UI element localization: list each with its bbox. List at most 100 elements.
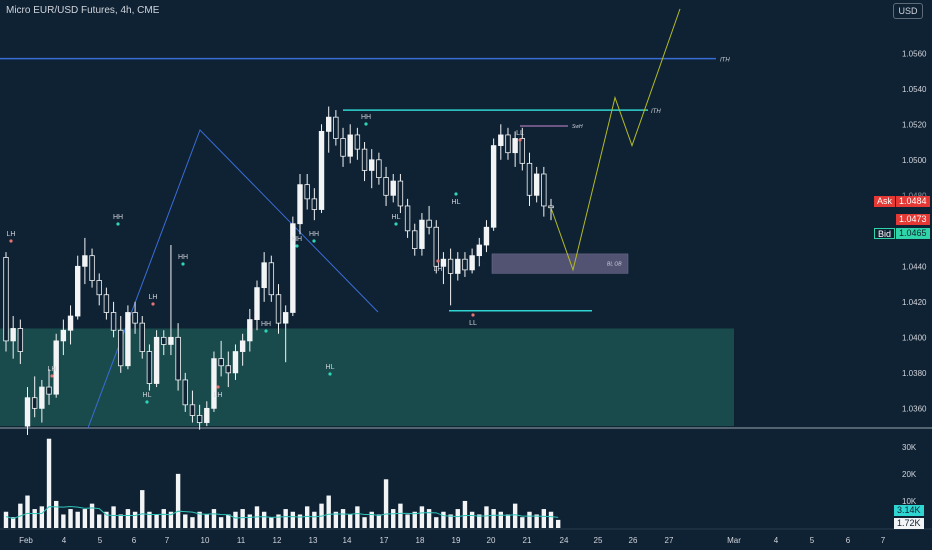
structure-label: HL	[326, 364, 335, 371]
candle-body	[361, 148, 368, 171]
candle-body	[469, 255, 475, 271]
candle-body	[354, 134, 361, 150]
candle-body	[297, 184, 303, 225]
time-tick: 7	[165, 536, 170, 545]
volume-bar	[175, 473, 181, 528]
candle-body	[196, 415, 203, 423]
price-tick: 1.0480	[902, 191, 927, 200]
volume-bar	[290, 511, 296, 528]
swh-label: SwH	[572, 124, 583, 130]
structure-dot	[328, 372, 332, 376]
time-tick: 4	[774, 536, 779, 545]
volume-ma-tag: 1.72K	[894, 518, 924, 529]
volume-bar	[154, 514, 159, 528]
price-tick: 1.0400	[902, 333, 927, 342]
volume-bar	[333, 511, 339, 528]
time-tick: Mar	[727, 536, 741, 545]
volume-bar	[348, 514, 353, 528]
volume-bar	[183, 514, 188, 528]
volume-bar	[140, 490, 145, 528]
candle-body	[548, 205, 554, 209]
candle-body	[261, 262, 267, 289]
candle-body	[10, 328, 16, 342]
volume-bar	[283, 509, 288, 528]
volume-bar	[218, 517, 224, 528]
structure-dot	[151, 302, 155, 306]
candle-body	[24, 397, 31, 427]
price-tick: 1.0500	[902, 156, 927, 165]
volume-bar	[125, 509, 131, 528]
candle-body	[290, 223, 296, 313]
volume-bar	[25, 495, 30, 528]
volume-bar	[477, 514, 482, 528]
time-tick: 6	[132, 536, 137, 545]
volume-bar	[226, 514, 231, 528]
candle-body	[447, 258, 454, 274]
candle-body	[390, 180, 396, 196]
volume-bar	[534, 514, 539, 528]
volume-bar	[297, 514, 303, 528]
projection-path	[550, 8, 681, 272]
volume-bar	[53, 500, 59, 528]
candle-body	[31, 397, 38, 409]
candle-body	[60, 329, 67, 342]
currency-button[interactable]: USD	[893, 3, 923, 19]
candle-body	[340, 138, 346, 157]
candle-body	[369, 159, 375, 171]
candle-body	[175, 336, 181, 381]
volume-bar	[261, 511, 267, 528]
candle-body	[490, 145, 497, 228]
volume-bar	[412, 511, 417, 528]
volume-bar	[426, 509, 432, 528]
ask-price: 1.0484	[896, 196, 930, 207]
time-tick: 14	[343, 536, 352, 545]
last-price: 1.0473	[896, 214, 930, 225]
time-tick: 6	[846, 536, 851, 545]
time-tick: 5	[810, 536, 815, 545]
volume-bar	[469, 511, 475, 528]
candle-body	[376, 159, 382, 178]
volume-bar	[39, 506, 45, 528]
candle-body	[419, 219, 425, 249]
candle-body	[211, 358, 217, 409]
candle-body	[204, 407, 210, 423]
candle-body	[311, 198, 318, 210]
time-tick: 7	[881, 536, 886, 545]
symbol-title: Micro EUR/USD Futures, 4h, CME	[6, 5, 160, 16]
volume-bar	[211, 509, 217, 528]
candle-body	[318, 130, 325, 210]
volume-bar	[3, 511, 9, 528]
bid-price: 1.0465	[896, 228, 930, 239]
volume-bar	[168, 511, 174, 528]
candle-body	[67, 315, 74, 331]
candle-body	[146, 351, 153, 384]
structure-label: HH	[178, 254, 188, 261]
volume-bar	[340, 509, 346, 528]
candle-body	[96, 280, 102, 296]
structure-dot	[116, 222, 120, 226]
time-tick: 18	[416, 536, 425, 545]
ith-mid-label: ITH	[651, 109, 661, 115]
time-tick: 25	[594, 536, 603, 545]
candle-body	[476, 244, 482, 257]
volume-bar	[233, 511, 238, 528]
candle-body	[383, 177, 389, 196]
volume-bar	[89, 503, 95, 528]
volume-bar	[204, 514, 209, 528]
volume-bar	[448, 514, 453, 528]
candle-body	[333, 116, 339, 139]
volume-bar	[97, 514, 102, 528]
time-tick: 12	[273, 536, 282, 545]
price-tick: 1.0560	[902, 49, 927, 58]
volume-bar	[355, 506, 360, 528]
candle-body	[182, 379, 188, 406]
volume-bar	[376, 514, 382, 528]
time-tick: Feb	[19, 536, 33, 545]
volume-bar	[132, 511, 138, 528]
candle-body	[455, 258, 461, 274]
structure-dot	[394, 222, 398, 226]
candle-body	[483, 226, 490, 246]
volume-bar	[147, 511, 152, 528]
